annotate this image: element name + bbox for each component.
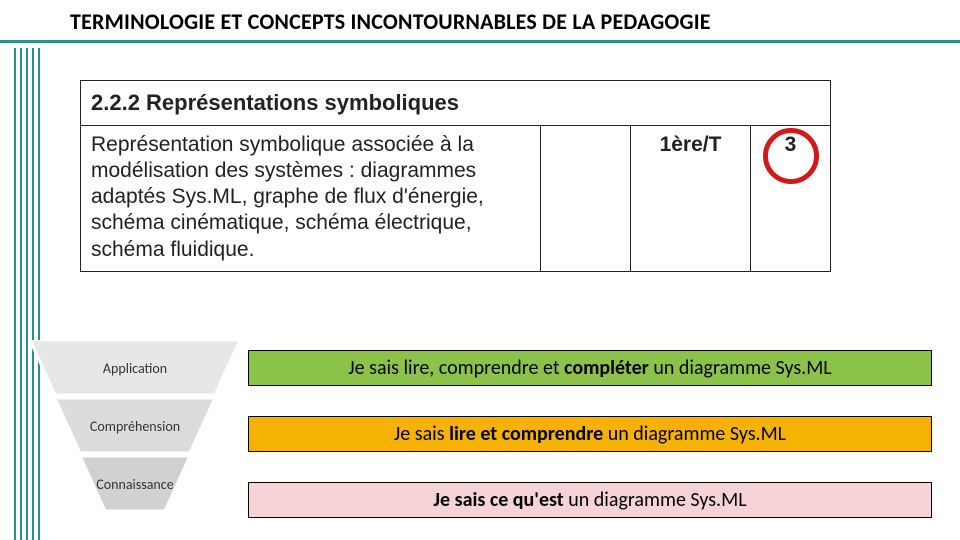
funnel: Application Compréhension Connaissance — [30, 340, 240, 530]
funnel-label-1: Application — [103, 360, 167, 377]
bar-bold: compléter — [564, 356, 649, 380]
funnel-label-3: Connaissance — [96, 476, 173, 493]
spec-body: Représentation symbolique associée à la … — [81, 125, 541, 271]
page-title: TERMINOLOGIE ET CONCEPTS INCONTOURNABLES… — [70, 8, 940, 38]
spec-table: 2.2.2 Représentations symboliques Représ… — [80, 80, 831, 272]
spec-level: 1ère/T — [631, 125, 751, 271]
red-circle-icon — [763, 128, 819, 184]
spec-empty — [541, 125, 631, 271]
spec-tax: 3 — [751, 125, 831, 271]
bar-pre: Je sais lire, comprendre et — [348, 356, 564, 380]
bar-application: Je sais lire, comprendre et compléter un… — [248, 350, 932, 386]
bar-text: Je sais ce qu'est un diagramme Sys.ML — [433, 488, 746, 512]
bar-pre: Je sais — [394, 422, 449, 446]
funnel-label-2: Compréhension — [90, 418, 180, 435]
slide: TERMINOLOGIE ET CONCEPTS INCONTOURNABLES… — [0, 0, 960, 540]
bar-comprehension: Je sais lire et comprendre un diagramme … — [248, 416, 932, 452]
bar-bold: Je sais ce qu'est — [433, 488, 563, 512]
title-rule — [0, 40, 960, 43]
competency-bars: Je sais lire, comprendre et compléter un… — [248, 350, 932, 540]
bar-post: un diagramme Sys.ML — [649, 356, 832, 380]
bar-bold: lire et comprendre — [449, 422, 603, 446]
bar-post: un diagramme Sys.ML — [564, 488, 747, 512]
table-row-header: 2.2.2 Représentations symboliques — [81, 81, 831, 126]
bar-text: Je sais lire et comprendre un diagramme … — [394, 422, 786, 446]
table-row-body: Représentation symbolique associée à la … — [81, 125, 831, 271]
bar-connaissance: Je sais ce qu'est un diagramme Sys.ML — [248, 482, 932, 518]
bar-post: un diagramme Sys.ML — [603, 422, 786, 446]
bar-text: Je sais lire, comprendre et compléter un… — [348, 356, 831, 380]
section-header: 2.2.2 Représentations symboliques — [81, 81, 831, 126]
